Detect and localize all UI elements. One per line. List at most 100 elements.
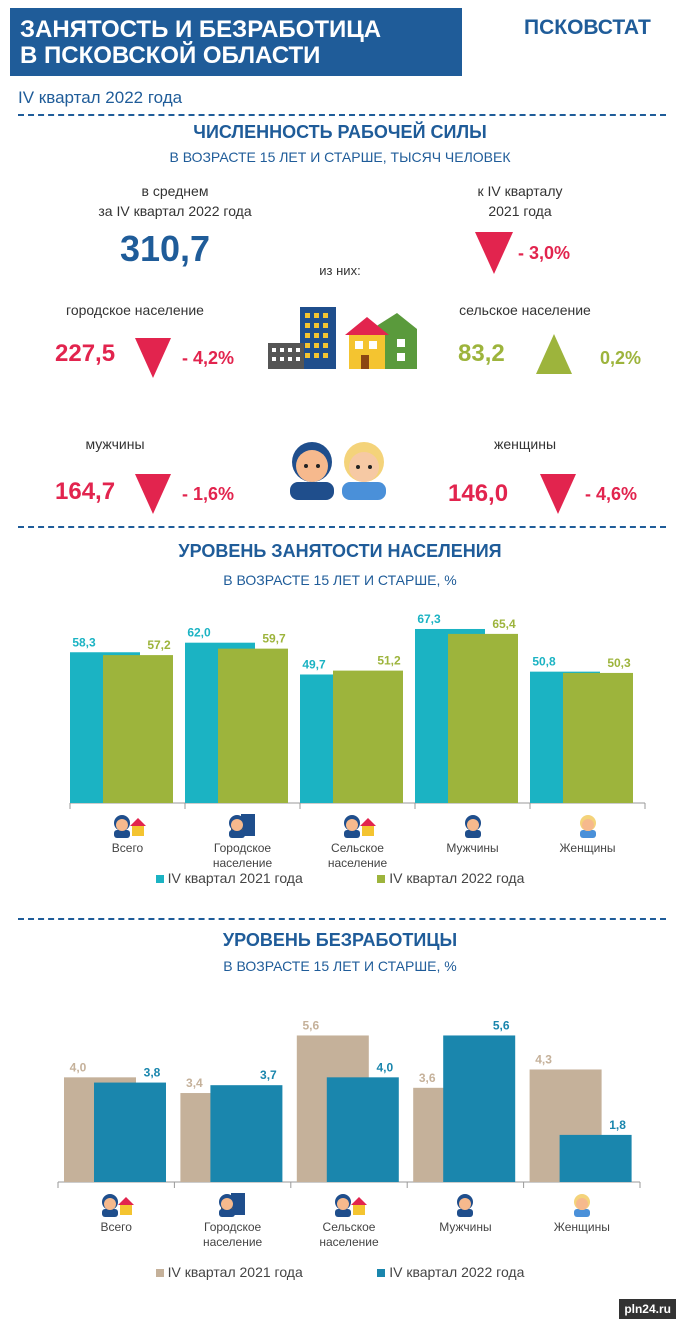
category-label: Всего — [100, 1220, 132, 1234]
category-icon-wrap — [113, 815, 146, 838]
data-label: 62,0 — [187, 626, 211, 640]
man-category-icon — [464, 815, 481, 838]
data-label: 3,7 — [260, 1068, 277, 1082]
legend-swatch — [155, 1269, 164, 1278]
labor-title: ЧИСЛЕННОСТЬ РАБОЧЕЙ СИЛЫ — [193, 122, 487, 142]
data-label: 58,3 — [72, 635, 96, 649]
legend-swatch — [155, 875, 164, 884]
bar-2022 — [563, 672, 633, 803]
down-arrow-icon — [135, 338, 171, 378]
city-buildings-icon — [268, 307, 336, 369]
unemployment-legend: IV квартал 2021 года IV квартал 2022 год… — [0, 1264, 680, 1282]
legend-item-2021: IV квартал 2021 года — [155, 1264, 303, 1280]
data-label: 5,6 — [493, 1018, 510, 1032]
cmp-label-1: к IV кварталу — [477, 183, 563, 199]
village-category-icon — [343, 815, 376, 838]
unemployment-chart: 4,0 3,8 3,4 3,7 5,6 4,0 3,6 5,6 4,3 1,8 — [57, 1018, 641, 1188]
divider — [18, 114, 666, 116]
people-icon — [290, 442, 386, 500]
data-label: 50,3 — [607, 656, 631, 670]
women-delta: - 4,6% — [585, 484, 638, 504]
bar-2022 — [443, 1035, 516, 1182]
bar-2022 — [103, 655, 173, 803]
data-label: 59,7 — [262, 632, 286, 646]
bar-2022 — [333, 670, 403, 803]
legend-item-2022: IV квартал 2022 года — [377, 1264, 524, 1280]
data-label: 3,6 — [419, 1071, 436, 1085]
legend-label: IV квартал 2021 года — [167, 1264, 303, 1280]
divider — [18, 918, 666, 920]
legend-swatch — [377, 875, 386, 884]
category-icon-wrap — [457, 1194, 474, 1217]
employment-title: УРОВЕНЬ ЗАНЯТОСТИ НАСЕЛЕНИЯ — [178, 541, 502, 561]
cmp-label-2: 2021 года — [488, 203, 552, 219]
employment-subtitle: В ВОЗРАСТЕ 15 ЛЕТ И СТАРШЕ, % — [223, 572, 457, 588]
legend-label: IV квартал 2022 года — [389, 1264, 525, 1280]
category-icon-wrap — [218, 1193, 245, 1217]
employment-legend: IV квартал 2021 года IV квартал 2022 год… — [0, 870, 680, 888]
employment-chart: 58,3 57,2 62,0 59,7 49,7 51,2 67,3 65,4 50,8 50,3 — [69, 612, 646, 809]
man-category-icon — [457, 1194, 474, 1217]
city-category-icon — [218, 1193, 245, 1217]
data-label: 1,8 — [609, 1118, 626, 1132]
data-label: 4,0 — [70, 1060, 87, 1074]
category-label: Мужчины — [439, 1220, 492, 1234]
category-label: Женщины — [553, 1220, 610, 1234]
category-icon-wrap — [343, 815, 376, 838]
data-label: 3,8 — [144, 1066, 161, 1080]
watermark: pln24.ru — [619, 1299, 676, 1319]
data-label: 65,4 — [492, 617, 516, 631]
divider — [18, 526, 666, 528]
title-line-1: ЗАНЯТОСТЬ И БЕЗРАБОТИЦА — [20, 16, 382, 43]
rural-delta: 0,2% — [600, 348, 642, 368]
urban-label: городское население — [66, 302, 204, 318]
bar-2022 — [326, 1077, 399, 1182]
page-title: ЗАНЯТОСТЬ И БЕЗРАБОТИЦА В ПСКОВСКОЙ ОБЛА… — [10, 8, 462, 76]
legend-swatch — [377, 1269, 386, 1278]
urban-value: 227,5 — [55, 340, 116, 367]
unemployment-title: УРОВЕНЬ БЕЗРАБОТИЦЫ — [222, 930, 458, 950]
data-label: 67,3 — [417, 612, 441, 626]
category-label: Мужчины — [446, 841, 499, 855]
bar-2022 — [448, 633, 518, 803]
brand-name: ПСКОВСТАТ — [524, 16, 651, 39]
bar-2022 — [94, 1082, 166, 1182]
up-arrow-icon — [536, 334, 572, 374]
data-label: 4,3 — [535, 1052, 552, 1066]
data-label: 4,0 — [376, 1060, 393, 1074]
city-category-icon — [228, 814, 255, 838]
village-houses-icon — [345, 313, 417, 369]
men-label: мужчины — [85, 436, 145, 452]
category-label: Всего — [111, 841, 144, 855]
rural-label: сельское население — [459, 302, 591, 318]
legend-item-2021: IV квартал 2021 года — [155, 870, 303, 886]
category-label: Сельское население — [327, 841, 388, 870]
category-label: Сельское население — [319, 1220, 379, 1249]
data-label: 49,7 — [302, 657, 326, 671]
category-label: Городское население — [212, 841, 273, 870]
category-icon-wrap — [228, 814, 255, 838]
bar-2022 — [218, 648, 288, 803]
avg-value: 310,7 — [119, 228, 211, 269]
women-value: 146,0 — [448, 480, 509, 507]
women-label: женщины — [493, 436, 556, 452]
unemployment-subtitle: В ВОЗРАСТЕ 15 ЛЕТ И СТАРШЕ, % — [223, 958, 457, 974]
data-label: 51,2 — [377, 654, 401, 668]
category-icon-wrap — [102, 1194, 135, 1217]
bar-2022 — [210, 1085, 283, 1182]
category-icon-wrap — [579, 815, 596, 838]
urban-delta: - 4,2% — [182, 348, 235, 368]
data-label: 50,8 — [532, 655, 556, 669]
of-them-label: из них: — [319, 263, 361, 278]
down-arrow-icon — [135, 474, 171, 514]
category-icon-wrap — [573, 1194, 590, 1217]
rural-value: 83,2 — [458, 340, 505, 367]
woman-category-icon — [573, 1194, 590, 1217]
bar-2022 — [559, 1134, 632, 1182]
down-arrow-icon — [540, 474, 576, 514]
men-value: 164,7 — [55, 478, 116, 505]
legend-item-2022: IV квартал 2022 года — [377, 870, 524, 886]
category-label: Городское население — [202, 1220, 263, 1249]
avg-label-1: в среднем — [141, 183, 209, 199]
down-arrow-icon — [475, 232, 513, 274]
